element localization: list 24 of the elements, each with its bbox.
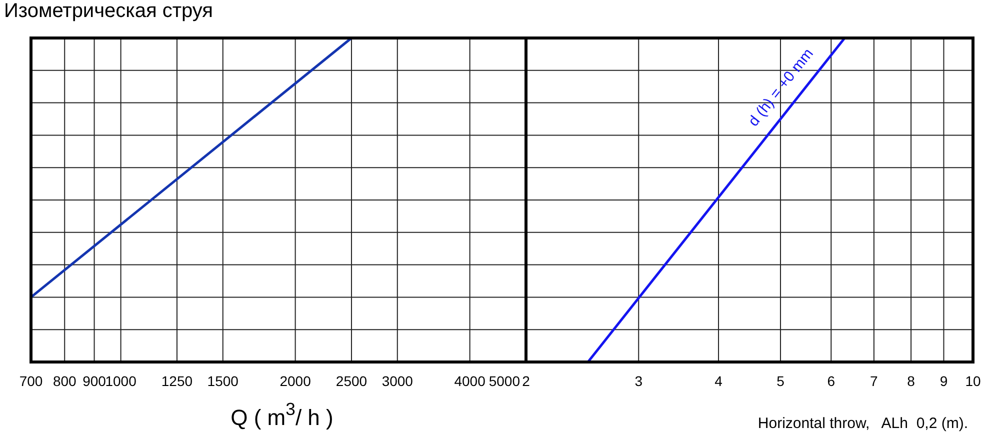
x-tick-label: 1250 bbox=[161, 373, 193, 389]
x-tick-label: 900 bbox=[82, 373, 106, 389]
x-tick-label: 6 bbox=[827, 373, 836, 389]
x-tick-label: 2 bbox=[522, 373, 530, 389]
x-tick-label: 8 bbox=[907, 373, 916, 389]
x-tick-label: 800 bbox=[52, 373, 77, 389]
x-tick-label: 7 bbox=[870, 373, 878, 389]
x-tick-label: 9 bbox=[940, 373, 948, 389]
x-axis-title: Horizontal throw, ALh 0,2 (m). bbox=[758, 415, 968, 432]
x-tick-label: 4000 bbox=[454, 373, 486, 389]
x-tick-label: 4 bbox=[714, 373, 723, 389]
x-tick-label: 1000 bbox=[105, 373, 137, 389]
x-tick-label: 1500 bbox=[207, 373, 239, 389]
chart-title: Изометрическая струя bbox=[4, 0, 214, 22]
x-tick-label: 5 bbox=[776, 373, 785, 389]
x-axis-title: Q ( m$^{3}$/ h ) bbox=[230, 399, 334, 430]
x-tick-label: 5000 bbox=[488, 373, 520, 389]
x-tick-label: 10 bbox=[965, 373, 981, 389]
annotation: d (h) = +0 mm bbox=[745, 45, 817, 130]
x-tick-label: 700 bbox=[19, 373, 43, 389]
x-tick-label: 3000 bbox=[382, 373, 414, 389]
x-tick-label: 3 bbox=[634, 373, 643, 389]
x-tick-label: 2500 bbox=[336, 373, 368, 389]
x-tick-label: 2000 bbox=[280, 373, 312, 389]
